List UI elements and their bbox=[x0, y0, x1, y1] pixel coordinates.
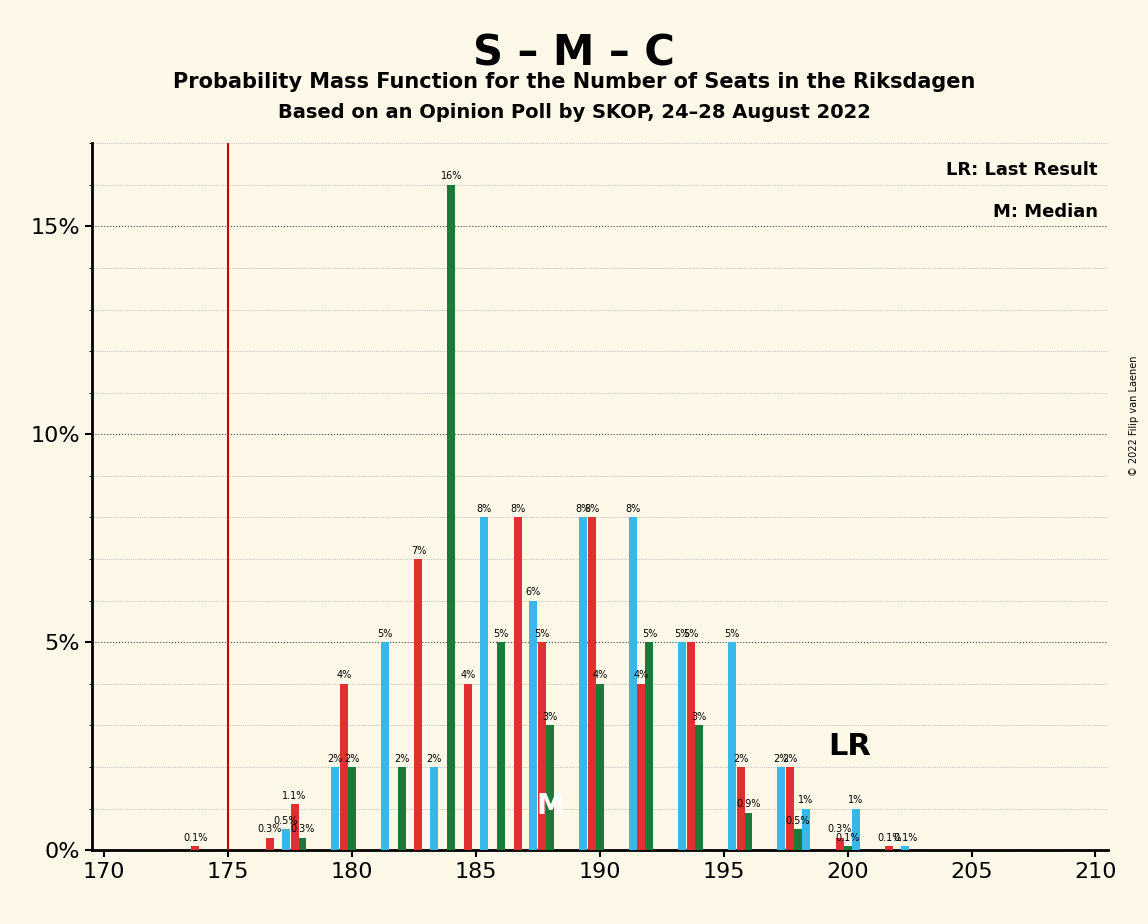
Text: 0.5%: 0.5% bbox=[786, 816, 810, 826]
Bar bbox=[678, 642, 687, 850]
Bar bbox=[529, 601, 537, 850]
Bar bbox=[266, 838, 273, 850]
Text: M: M bbox=[536, 793, 564, 821]
Bar bbox=[794, 830, 802, 850]
Text: 5%: 5% bbox=[535, 629, 550, 638]
Text: 1%: 1% bbox=[848, 796, 863, 805]
Bar bbox=[546, 725, 554, 850]
Bar bbox=[885, 846, 893, 850]
Text: 2%: 2% bbox=[783, 754, 798, 763]
Text: 5%: 5% bbox=[674, 629, 690, 638]
Bar bbox=[588, 517, 596, 850]
Text: 3%: 3% bbox=[691, 712, 706, 722]
Bar bbox=[290, 804, 298, 850]
Bar bbox=[745, 813, 752, 850]
Text: 2%: 2% bbox=[732, 754, 748, 763]
Bar bbox=[298, 838, 307, 850]
Bar bbox=[687, 642, 695, 850]
Text: 6%: 6% bbox=[526, 588, 541, 597]
Bar bbox=[464, 684, 472, 850]
Text: 8%: 8% bbox=[510, 505, 525, 514]
Bar bbox=[579, 517, 587, 850]
Text: 4%: 4% bbox=[634, 671, 649, 680]
Text: 0.3%: 0.3% bbox=[290, 824, 315, 834]
Bar bbox=[497, 642, 505, 850]
Bar bbox=[852, 808, 860, 850]
Text: 7%: 7% bbox=[411, 546, 426, 555]
Bar bbox=[802, 808, 810, 850]
Bar bbox=[192, 846, 200, 850]
Text: 0.1%: 0.1% bbox=[877, 833, 901, 843]
Bar bbox=[397, 767, 405, 850]
Text: 5%: 5% bbox=[492, 629, 509, 638]
Text: 2%: 2% bbox=[427, 754, 442, 763]
Text: 5%: 5% bbox=[642, 629, 657, 638]
Bar bbox=[695, 725, 703, 850]
Bar bbox=[629, 517, 636, 850]
Text: 5%: 5% bbox=[683, 629, 699, 638]
Text: 8%: 8% bbox=[625, 505, 641, 514]
Text: Probability Mass Function for the Number of Seats in the Riksdagen: Probability Mass Function for the Number… bbox=[173, 72, 975, 92]
Text: 5%: 5% bbox=[377, 629, 393, 638]
Bar bbox=[414, 559, 422, 850]
Text: 0.1%: 0.1% bbox=[893, 833, 917, 843]
Bar bbox=[737, 767, 745, 850]
Text: 0.3%: 0.3% bbox=[257, 824, 282, 834]
Text: 0.9%: 0.9% bbox=[736, 799, 761, 809]
Text: 0.1%: 0.1% bbox=[184, 833, 208, 843]
Bar bbox=[513, 517, 521, 850]
Text: 2%: 2% bbox=[327, 754, 343, 763]
Bar bbox=[448, 185, 455, 850]
Bar bbox=[340, 684, 348, 850]
Text: 8%: 8% bbox=[584, 505, 599, 514]
Text: 3%: 3% bbox=[543, 712, 558, 722]
Text: S – M – C: S – M – C bbox=[473, 32, 675, 74]
Bar bbox=[596, 684, 604, 850]
Bar bbox=[637, 684, 645, 850]
Bar bbox=[728, 642, 736, 850]
Text: 0.1%: 0.1% bbox=[836, 833, 860, 843]
Text: Based on an Opinion Poll by SKOP, 24–28 August 2022: Based on an Opinion Poll by SKOP, 24–28 … bbox=[278, 103, 870, 123]
Text: © 2022 Filip van Laenen: © 2022 Filip van Laenen bbox=[1130, 356, 1139, 476]
Text: 4%: 4% bbox=[336, 671, 351, 680]
Bar bbox=[480, 517, 488, 850]
Text: M: Median: M: Median bbox=[993, 203, 1097, 222]
Bar bbox=[901, 846, 909, 850]
Bar bbox=[645, 642, 653, 850]
Text: 0.3%: 0.3% bbox=[828, 824, 852, 834]
Bar bbox=[281, 830, 289, 850]
Text: 2%: 2% bbox=[774, 754, 789, 763]
Text: 2%: 2% bbox=[394, 754, 410, 763]
Bar bbox=[332, 767, 339, 850]
Bar bbox=[348, 767, 356, 850]
Text: 1%: 1% bbox=[798, 796, 814, 805]
Bar bbox=[786, 767, 794, 850]
Text: 5%: 5% bbox=[724, 629, 739, 638]
Bar bbox=[430, 767, 439, 850]
Bar bbox=[836, 838, 844, 850]
Bar bbox=[538, 642, 546, 850]
Text: 4%: 4% bbox=[592, 671, 607, 680]
Text: 8%: 8% bbox=[476, 505, 491, 514]
Bar bbox=[844, 846, 852, 850]
Text: 0.5%: 0.5% bbox=[273, 816, 297, 826]
Text: LR: LR bbox=[828, 732, 870, 760]
Text: 4%: 4% bbox=[460, 671, 475, 680]
Text: LR: Last Result: LR: Last Result bbox=[946, 161, 1097, 179]
Text: 1.1%: 1.1% bbox=[282, 791, 307, 801]
Text: 2%: 2% bbox=[344, 754, 359, 763]
Bar bbox=[777, 767, 785, 850]
Text: 8%: 8% bbox=[575, 505, 590, 514]
Text: 16%: 16% bbox=[441, 172, 461, 181]
Bar bbox=[381, 642, 389, 850]
